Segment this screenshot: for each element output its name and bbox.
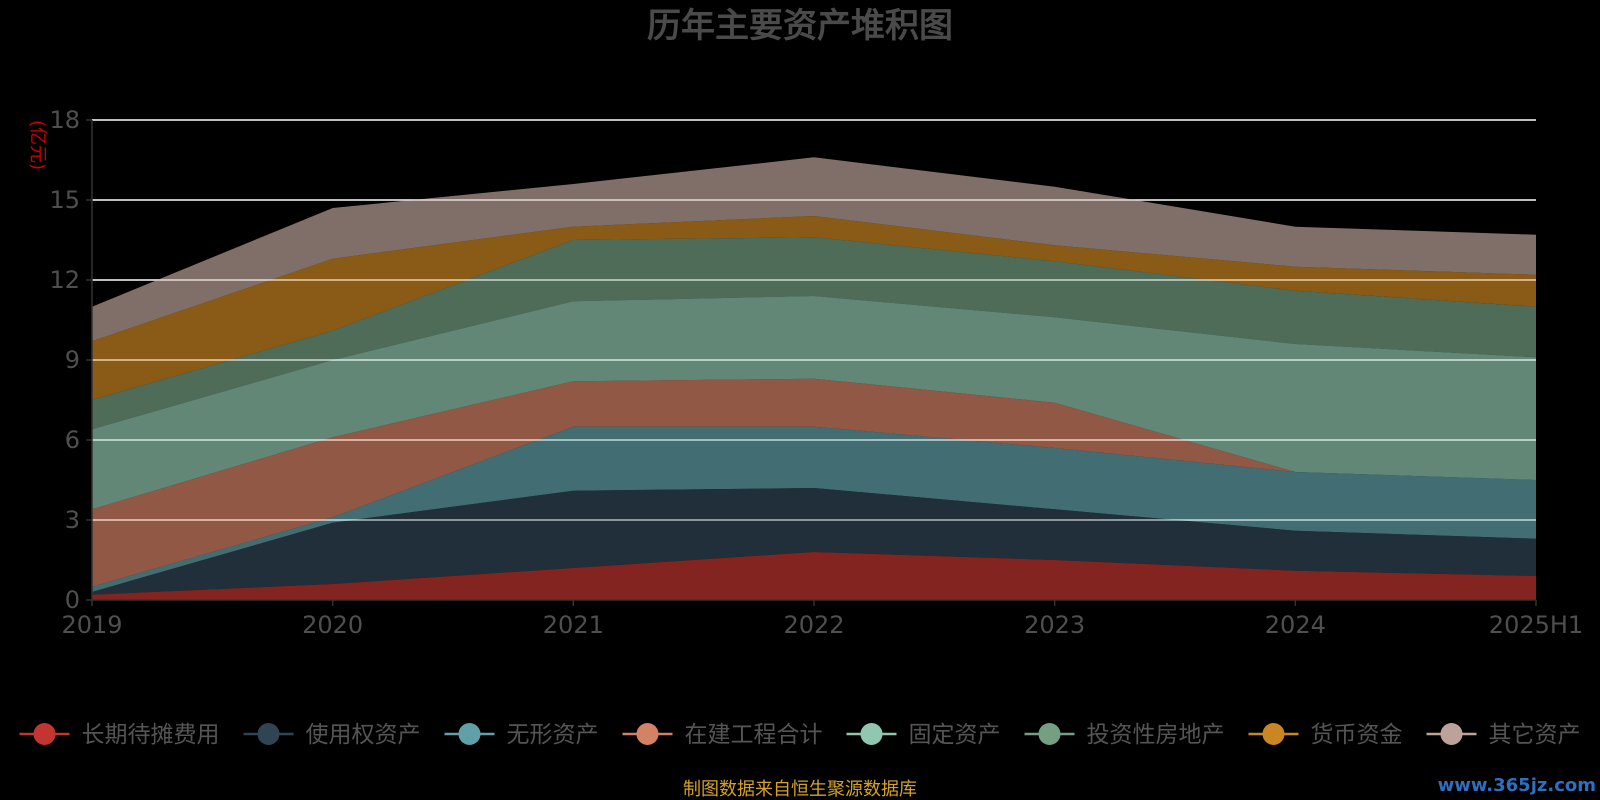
legend-label: 投资性房地产 [1087, 722, 1225, 748]
area-layer [92, 119, 1536, 600]
legend-label: 货币资金 [1311, 722, 1403, 748]
legend-circle-marker [860, 723, 883, 745]
legend-item-3[interactable]: 无形资产 [444, 722, 599, 748]
legend[interactable]: 长期待摊费用 使用权资产 无形资产 在建工程合计 固定资产 投资性房地产 货币资金 其它资产 [19, 722, 1581, 748]
legend-item-8[interactable]: 其它资产 [1426, 722, 1581, 748]
area-series-6[interactable] [92, 237, 1536, 430]
axis-layer: 0 3 6 9 12 15 18 2019 2020 2021 2022 2023 2024 2025H1 [49, 106, 1583, 639]
y-tick-label: 15 [49, 186, 80, 214]
legend-circle-marker [1262, 723, 1285, 745]
legend-label: 在建工程合计 [685, 722, 823, 748]
y-tick-label: 18 [49, 106, 80, 134]
area-series-1[interactable] [92, 552, 1536, 600]
x-tick-label: 2019 [61, 611, 122, 639]
legend-circle-marker [1038, 723, 1061, 745]
x-tick-label: 2023 [1024, 611, 1085, 639]
y-tick-label: 12 [49, 266, 80, 294]
legend-label: 使用权资产 [306, 722, 421, 748]
x-tick-label: 2024 [1265, 611, 1326, 639]
legend-circle-marker [458, 723, 481, 745]
x-tick-label: 2021 [543, 611, 604, 639]
y-unit-label: (亿元) [27, 120, 48, 170]
legend-label: 无形资产 [507, 722, 599, 748]
legend-circle-marker [33, 723, 56, 745]
x-tick-label: 2025H1 [1489, 611, 1583, 639]
legend-circle-marker [257, 723, 280, 745]
area-series-4[interactable] [92, 378, 1536, 587]
legend-item-4[interactable]: 在建工程合计 [622, 722, 823, 748]
watermark: www.365jz.com [1438, 775, 1596, 796]
legend-label: 固定资产 [909, 722, 1001, 748]
x-tick-label: 2020 [302, 611, 363, 639]
area-series-8[interactable] [92, 157, 1536, 342]
legend-item-1[interactable]: 长期待摊费用 [19, 722, 220, 748]
y-tick-label: 9 [65, 346, 80, 374]
y-tick-label: 0 [65, 586, 80, 614]
legend-circle-marker [1440, 723, 1463, 745]
legend-item-7[interactable]: 货币资金 [1248, 722, 1403, 748]
y-tick-label: 6 [65, 426, 80, 454]
legend-item-5[interactable]: 固定资产 [846, 722, 1001, 748]
chart-title: 历年主要资产堆积图 [647, 6, 953, 46]
y-tick-label: 3 [65, 506, 80, 534]
legend-circle-marker [636, 723, 659, 745]
area-series-3[interactable] [92, 426, 1536, 592]
legend-label: 其它资产 [1489, 722, 1581, 748]
data-source-note: 制图数据来自恒生聚源数据库 [683, 779, 917, 800]
legend-item-6[interactable]: 投资性房地产 [1024, 722, 1225, 748]
legend-label: 长期待摊费用 [82, 722, 220, 748]
area-series-2[interactable] [92, 488, 1536, 595]
area-series-5[interactable] [92, 296, 1536, 510]
area-series-7[interactable] [92, 216, 1536, 400]
legend-item-2[interactable]: 使用权资产 [243, 722, 421, 748]
x-tick-label: 2022 [783, 611, 844, 639]
